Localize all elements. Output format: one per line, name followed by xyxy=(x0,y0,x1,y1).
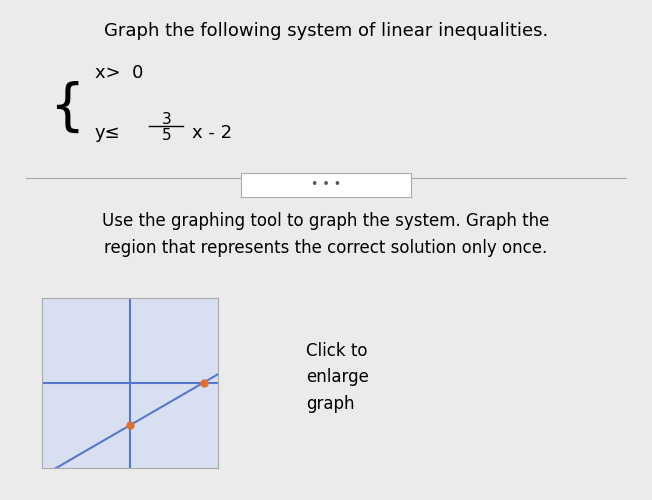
Text: x>  0: x> 0 xyxy=(95,64,143,82)
Text: Click to
enlarge
graph: Click to enlarge graph xyxy=(306,342,369,413)
Text: {: { xyxy=(49,80,84,134)
Text: y≤: y≤ xyxy=(95,124,120,142)
Text: 5: 5 xyxy=(162,128,171,144)
Text: 3: 3 xyxy=(162,112,171,126)
Text: Use the graphing tool to graph the system. Graph the
region that represents the : Use the graphing tool to graph the syste… xyxy=(102,212,550,257)
Text: • • •: • • • xyxy=(311,178,341,191)
Text: x - 2: x - 2 xyxy=(192,124,233,142)
Text: Graph the following system of linear inequalities.: Graph the following system of linear ine… xyxy=(104,22,548,40)
